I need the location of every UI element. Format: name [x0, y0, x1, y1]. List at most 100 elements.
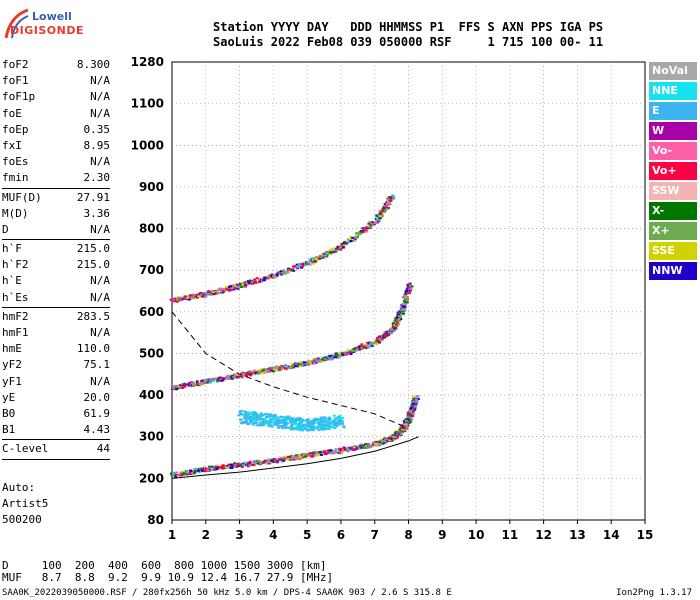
trace-point: [329, 450, 333, 453]
trace-point: [190, 469, 194, 472]
trace-point: [327, 416, 331, 419]
trace-point: [361, 229, 365, 232]
trace-point: [249, 416, 253, 419]
trace-point: [202, 294, 206, 297]
trace-point: [231, 376, 235, 379]
trace-point: [277, 419, 281, 422]
trace-point: [263, 371, 267, 374]
trace-point: [298, 264, 302, 267]
trace-point: [406, 417, 410, 420]
trace-point: [222, 377, 226, 380]
trace-point: [208, 381, 212, 384]
trace-point: [244, 419, 248, 422]
trace-point: [273, 415, 277, 418]
trace-point: [253, 373, 257, 376]
param-value: 283.5: [76, 309, 110, 323]
trace-point: [264, 368, 268, 371]
trace-point: [250, 372, 254, 375]
trace-point: [216, 467, 220, 470]
trace-point: [260, 424, 264, 427]
trace-point: [291, 455, 295, 458]
trace-point: [254, 421, 258, 424]
trace-point: [408, 409, 412, 412]
trace-point: [272, 274, 276, 277]
trace-point: [216, 378, 220, 381]
trace-point: [326, 449, 330, 452]
trace-point: [209, 293, 213, 296]
param-value: 215.0: [76, 242, 110, 256]
trace-point: [328, 417, 332, 420]
trace-point: [319, 256, 323, 259]
param-name: B1: [2, 423, 16, 437]
trace-point: [306, 418, 310, 421]
muf-value-row: MUF 8.7 8.8 9.2 9.9 10.9 12.4 16.7 27.9 …: [2, 571, 334, 584]
trace-point: [187, 382, 191, 385]
trace-point: [323, 453, 327, 456]
trace-point: [187, 384, 191, 387]
param-value: N/A: [90, 290, 110, 304]
trace-point: [293, 363, 297, 366]
trace-point: [352, 446, 356, 449]
trace-point: [267, 424, 271, 427]
trace-point: [299, 422, 303, 425]
trace-point: [381, 334, 385, 337]
trace-point: [335, 247, 339, 250]
trace-point: [206, 292, 210, 295]
param-name: hmE: [2, 342, 22, 356]
x-tick-label: 6: [337, 528, 345, 542]
trace-point: [268, 418, 272, 421]
trace-point: [403, 294, 407, 297]
trace-point: [240, 284, 244, 287]
param-row: yF1 N/A: [2, 374, 110, 390]
param-name: B0: [2, 406, 16, 420]
trace-point: [343, 448, 347, 451]
trace-point: [374, 341, 378, 344]
param-value: 0.35: [83, 122, 111, 136]
legend-item: Vo+: [649, 162, 697, 180]
trace-point: [372, 341, 376, 344]
trace-point: [196, 383, 200, 386]
trace-point: [362, 343, 366, 346]
logo-line1: Lowell: [32, 10, 72, 23]
param-value: N/A: [90, 374, 110, 388]
x-tick-label: 7: [371, 528, 379, 542]
trace-point: [332, 251, 336, 254]
trace-point: [353, 445, 357, 448]
trace-point: [386, 333, 390, 336]
trace-point: [195, 380, 199, 383]
param-name: yF2: [2, 358, 22, 372]
trace-point: [319, 416, 323, 419]
trace-point: [403, 302, 407, 305]
param-row: fmin 2.30: [2, 170, 110, 186]
trace-point: [315, 361, 319, 364]
trace-point: [311, 423, 315, 426]
trace-point: [405, 288, 409, 291]
trace-point: [312, 362, 316, 365]
trace-point: [237, 464, 241, 467]
trace-point: [218, 287, 222, 290]
trace-point: [236, 283, 240, 286]
trace-point: [249, 280, 253, 283]
trace-point: [216, 291, 220, 294]
trace-point: [310, 426, 314, 429]
trace-point: [247, 373, 251, 376]
trace-point: [343, 244, 347, 247]
trace-point: [332, 419, 336, 422]
trace-point: [307, 455, 311, 458]
trace-point: [280, 271, 284, 274]
trace-point: [388, 439, 392, 442]
param-value: 4.43: [83, 423, 111, 437]
trace-point: [233, 376, 237, 379]
trace-point: [333, 426, 337, 429]
trace-point: [232, 288, 236, 291]
trace-point: [376, 216, 380, 219]
trace-point: [226, 374, 230, 377]
trace-point: [406, 416, 410, 419]
trace-point: [342, 351, 346, 354]
param-separator: [2, 439, 110, 441]
trace-point: [330, 247, 334, 250]
trace-point: [338, 416, 342, 419]
trace-point: [398, 310, 402, 313]
trace-point: [294, 423, 298, 426]
param-row: h`Es N/A: [2, 290, 110, 306]
